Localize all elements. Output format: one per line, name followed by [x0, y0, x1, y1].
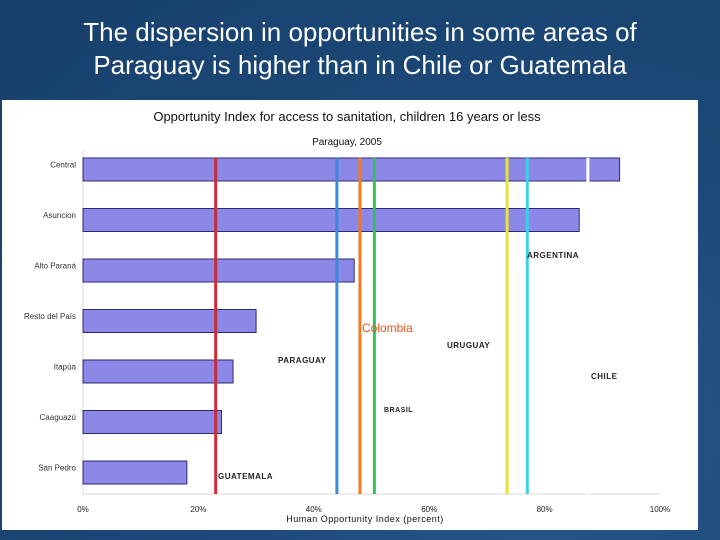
- reference-line-label: CHILE: [591, 372, 618, 381]
- x-tick-label: 100%: [650, 505, 670, 514]
- chart-title: Opportunity Index for access to sanitati…: [153, 109, 541, 124]
- slide-title-line-2: Paraguay is higher than in Chile or Guat…: [93, 50, 627, 80]
- x-tick-label: 80%: [537, 505, 553, 514]
- reference-line-label: BRASIL: [384, 407, 413, 414]
- slide-title-line-1: The dispersion in opportunities in some …: [83, 17, 637, 47]
- category-label: Itapúa: [54, 363, 77, 372]
- reference-line-label: URUGUAY: [447, 341, 490, 350]
- category-label: Alto Paraná: [34, 262, 76, 271]
- reference-line-label: ARGENTINA: [527, 251, 579, 260]
- reference-line-label: Colombia: [362, 321, 413, 335]
- bar-alto-paran-: [82, 258, 355, 283]
- chart-subtitle: Paraguay, 2005: [312, 137, 382, 148]
- x-tick-label: 0%: [77, 505, 89, 514]
- bar-resto-del-pa-s: [82, 309, 257, 333]
- category-label: Central: [50, 161, 76, 170]
- bar-asuncion: [82, 208, 580, 232]
- x-tick-label: 60%: [421, 505, 437, 514]
- category-label: Caaguazú: [40, 413, 76, 422]
- category-label: Resto del País: [24, 312, 76, 321]
- bar-san-pedro: [82, 460, 188, 485]
- bar-itap-a: [82, 359, 234, 384]
- x-tick-label: 20%: [190, 505, 206, 514]
- x-tick-label: 40%: [306, 505, 322, 514]
- bar-central: [82, 157, 621, 182]
- category-label: San Pedro: [38, 464, 76, 473]
- slide-title: The dispersion in opportunities in some …: [0, 16, 720, 82]
- reference-line-label: PARAGUAY: [278, 356, 327, 365]
- bar-caaguaz-: [82, 410, 222, 434]
- category-label: Asuncion: [43, 211, 76, 220]
- x-axis-label: Human Opportunity Index (percent): [286, 514, 444, 524]
- reference-line-label: GUATEMALA: [218, 472, 273, 481]
